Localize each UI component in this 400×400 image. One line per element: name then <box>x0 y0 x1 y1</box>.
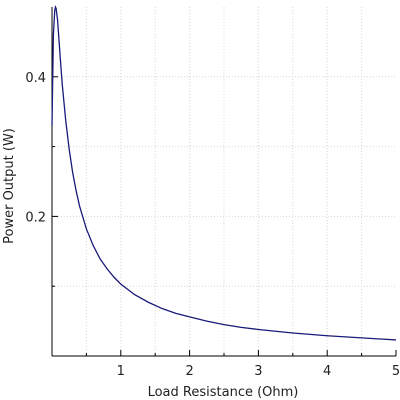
x-tick-label: 2 <box>185 364 193 379</box>
x-tick-label: 1 <box>117 364 125 379</box>
x-tick-label: 4 <box>323 364 331 379</box>
y-tick-label: 0.2 <box>25 210 46 225</box>
y-tick-label: 0.4 <box>25 71 46 86</box>
tick-labels: 1 2 3 4 5 0.2 0.4 <box>25 71 400 379</box>
tick-marks <box>52 76 397 356</box>
x-axis-title: Load Resistance (Ohm) <box>148 385 299 400</box>
x-tick-label: 5 <box>392 364 400 379</box>
power-curve-line <box>51 4 397 341</box>
grid-lines <box>52 7 396 356</box>
y-axis-title: Power Output (W) <box>2 128 17 244</box>
data-series <box>51 4 397 341</box>
x-tick-label: 3 <box>254 364 262 379</box>
